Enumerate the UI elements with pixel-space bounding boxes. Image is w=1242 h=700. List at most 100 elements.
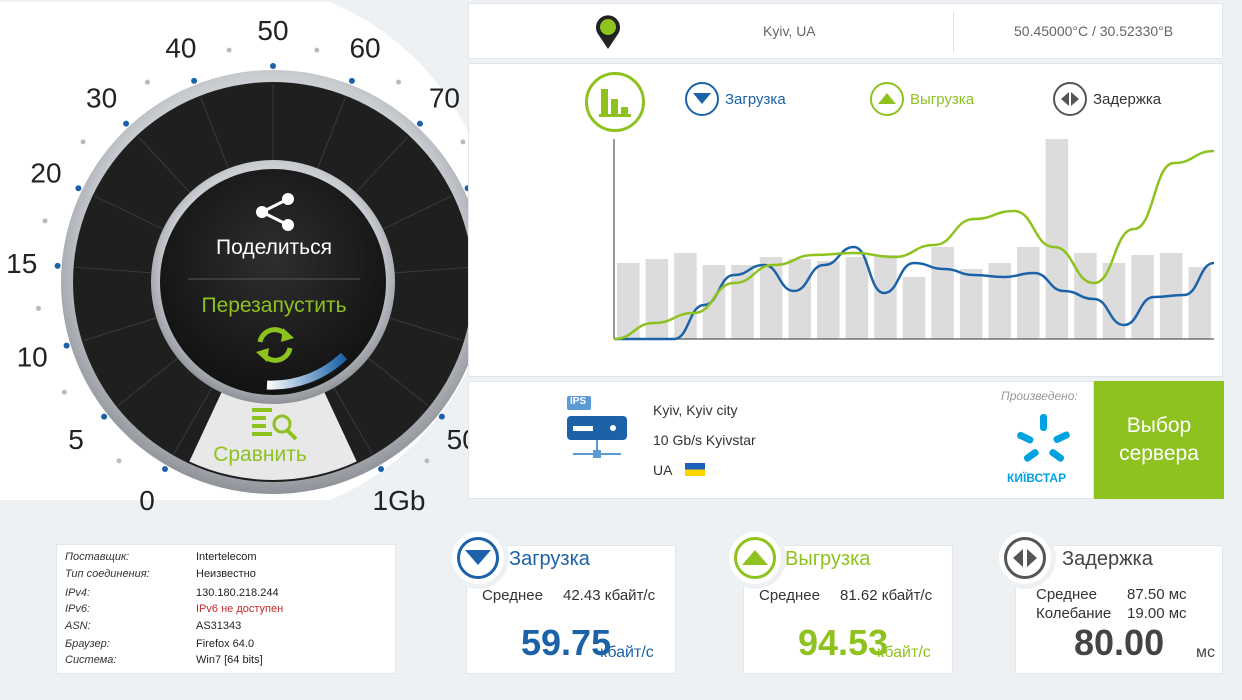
- gauge-scale-label: 70: [429, 82, 460, 113]
- gauge-segment-divider: [382, 195, 452, 230]
- restart-label[interactable]: Перезапустить: [201, 294, 347, 317]
- latency-title: Задержка: [1062, 548, 1153, 570]
- gauge-tick: [348, 77, 355, 84]
- latency-avg-value: 87.50 мс: [1127, 586, 1187, 603]
- gauge-segment-divider: [117, 357, 178, 406]
- compare-icon[interactable]: [252, 408, 298, 441]
- restart-icon[interactable]: [256, 327, 294, 363]
- gauge-scale-label: 40: [165, 32, 196, 63]
- chart-bar: [1017, 247, 1040, 339]
- gauge-scale-label: 60: [349, 32, 380, 63]
- download-avg-value: 42.43 кбайт/с: [563, 587, 656, 604]
- speed-chart: [613, 139, 1215, 341]
- latency-legend-icon: [1053, 82, 1087, 116]
- gauge-scale-label: 50: [257, 15, 288, 46]
- gauge-dot: [314, 47, 320, 53]
- progress-arc: [266, 352, 348, 390]
- upload-avg-value: 81.62 кбайт/с: [840, 587, 933, 604]
- gauge-scale-label: 10: [17, 341, 48, 372]
- chart-icon: [585, 72, 645, 132]
- chart-bar: [674, 253, 697, 339]
- legend-download: Загрузка: [685, 82, 786, 116]
- gauge-tick: [270, 63, 276, 69]
- upload-unit: кбайт/с: [877, 644, 931, 661]
- gauge-segment-divider: [75, 266, 152, 274]
- share-label[interactable]: Поделиться: [216, 236, 332, 259]
- gauge-dot: [460, 139, 466, 145]
- share-icon[interactable]: [256, 193, 294, 231]
- kyivstar-brand: КИЇВСТАР: [1007, 471, 1067, 485]
- chart-bar: [1188, 267, 1211, 339]
- produced-by-label: Произведено:: [1001, 389, 1078, 403]
- gauge-tick: [162, 466, 168, 473]
- download-icon: [452, 532, 504, 584]
- gauge-segment-divider: [394, 266, 471, 274]
- chart-series-line: [613, 149, 1215, 341]
- compare-sector[interactable]: [189, 388, 357, 480]
- connection-info-card: Поставщик: Intertelecom Тип соединения: Не…: [56, 544, 396, 674]
- chart-bar: [988, 263, 1011, 339]
- gauge-segment-divider: [317, 97, 346, 169]
- gauge-scale-label: 15: [6, 248, 37, 279]
- chart-bar: [902, 277, 926, 339]
- gauge-segment-divider: [173, 387, 213, 454]
- location-coordinates: 50.45000°C / 30.52330°B: [1014, 23, 1174, 39]
- server-country: UA: [653, 462, 673, 478]
- gauge-dot: [424, 458, 430, 464]
- gauge-scale-label: 20: [30, 158, 61, 189]
- gauge-dot: [144, 79, 150, 85]
- chart-bar: [1102, 263, 1126, 339]
- gauge-dot: [396, 79, 402, 85]
- gauge-tick: [54, 262, 61, 269]
- chart-bar: [817, 261, 840, 339]
- latency-stat-card: Задержка Среднее 87.50 мс Колебание 19.0…: [1015, 545, 1223, 674]
- location-city: Kyiv, UA: [763, 23, 816, 39]
- legend-latency: Задержка: [1053, 82, 1161, 116]
- gauge-dot: [42, 218, 48, 224]
- gauge-tick: [378, 466, 384, 473]
- chart-bar: [1131, 255, 1154, 339]
- select-server-label-2[interactable]: сервера: [1119, 442, 1199, 465]
- download-stat-card: Загрузка Среднее 42.43 кбайт/с 59.75 кба…: [466, 545, 676, 674]
- server-icon: [567, 396, 627, 458]
- download-speed: 59.75: [521, 622, 612, 663]
- latency-jitter-label: Колебание: [1036, 605, 1112, 622]
- compare-label[interactable]: Сравнить: [213, 443, 307, 466]
- upload-avg-label: Среднее: [759, 587, 820, 604]
- chart-bar: [617, 263, 640, 339]
- chart-bar: [874, 255, 897, 339]
- latency-avg-label: Среднее: [1036, 586, 1097, 603]
- latency-unit: мс: [1196, 644, 1215, 661]
- gauge-dot: [116, 458, 122, 464]
- chart-bar: [1074, 253, 1097, 339]
- gauge-dot: [61, 389, 67, 395]
- ukraine-flag-icon: [685, 463, 705, 476]
- gauge-scale-label: 30: [86, 82, 117, 113]
- chart-bar: [645, 259, 669, 339]
- upload-legend-icon: [870, 82, 904, 116]
- gauge-scale-label: 5: [68, 424, 84, 455]
- gauge-segment-divider: [333, 387, 373, 454]
- chart-bar: [788, 259, 811, 339]
- gauge-dot: [35, 305, 41, 311]
- gauge-segment-divider: [83, 317, 157, 341]
- gauge-tick: [101, 413, 108, 420]
- gauge-tick: [416, 120, 423, 127]
- speed-chart-card: Загрузка Выгрузка Задержка: [468, 63, 1223, 377]
- gauge-tick: [123, 120, 130, 127]
- chart-bar: [845, 257, 869, 339]
- download-avg-label: Среднее: [482, 587, 543, 604]
- gauge-segment-divider: [389, 317, 463, 341]
- gauge-scale-label: 0: [139, 485, 155, 516]
- select-server-label-1[interactable]: Выбор: [1126, 414, 1192, 437]
- server-provider: 10 Gb/s Kyivstar: [653, 432, 756, 448]
- latency-icon: [999, 532, 1051, 584]
- gauge-scale-label: 1Gb: [373, 485, 426, 516]
- select-server-button[interactable]: Выбор сервера: [1094, 381, 1224, 499]
- gauge-segment-divider: [94, 195, 164, 230]
- legend-upload: Выгрузка: [870, 82, 974, 116]
- gauge-segment-divider: [368, 357, 429, 406]
- server-badge: IPS: [570, 396, 587, 407]
- location-divider: [953, 12, 954, 52]
- chart-bar: [1045, 139, 1069, 339]
